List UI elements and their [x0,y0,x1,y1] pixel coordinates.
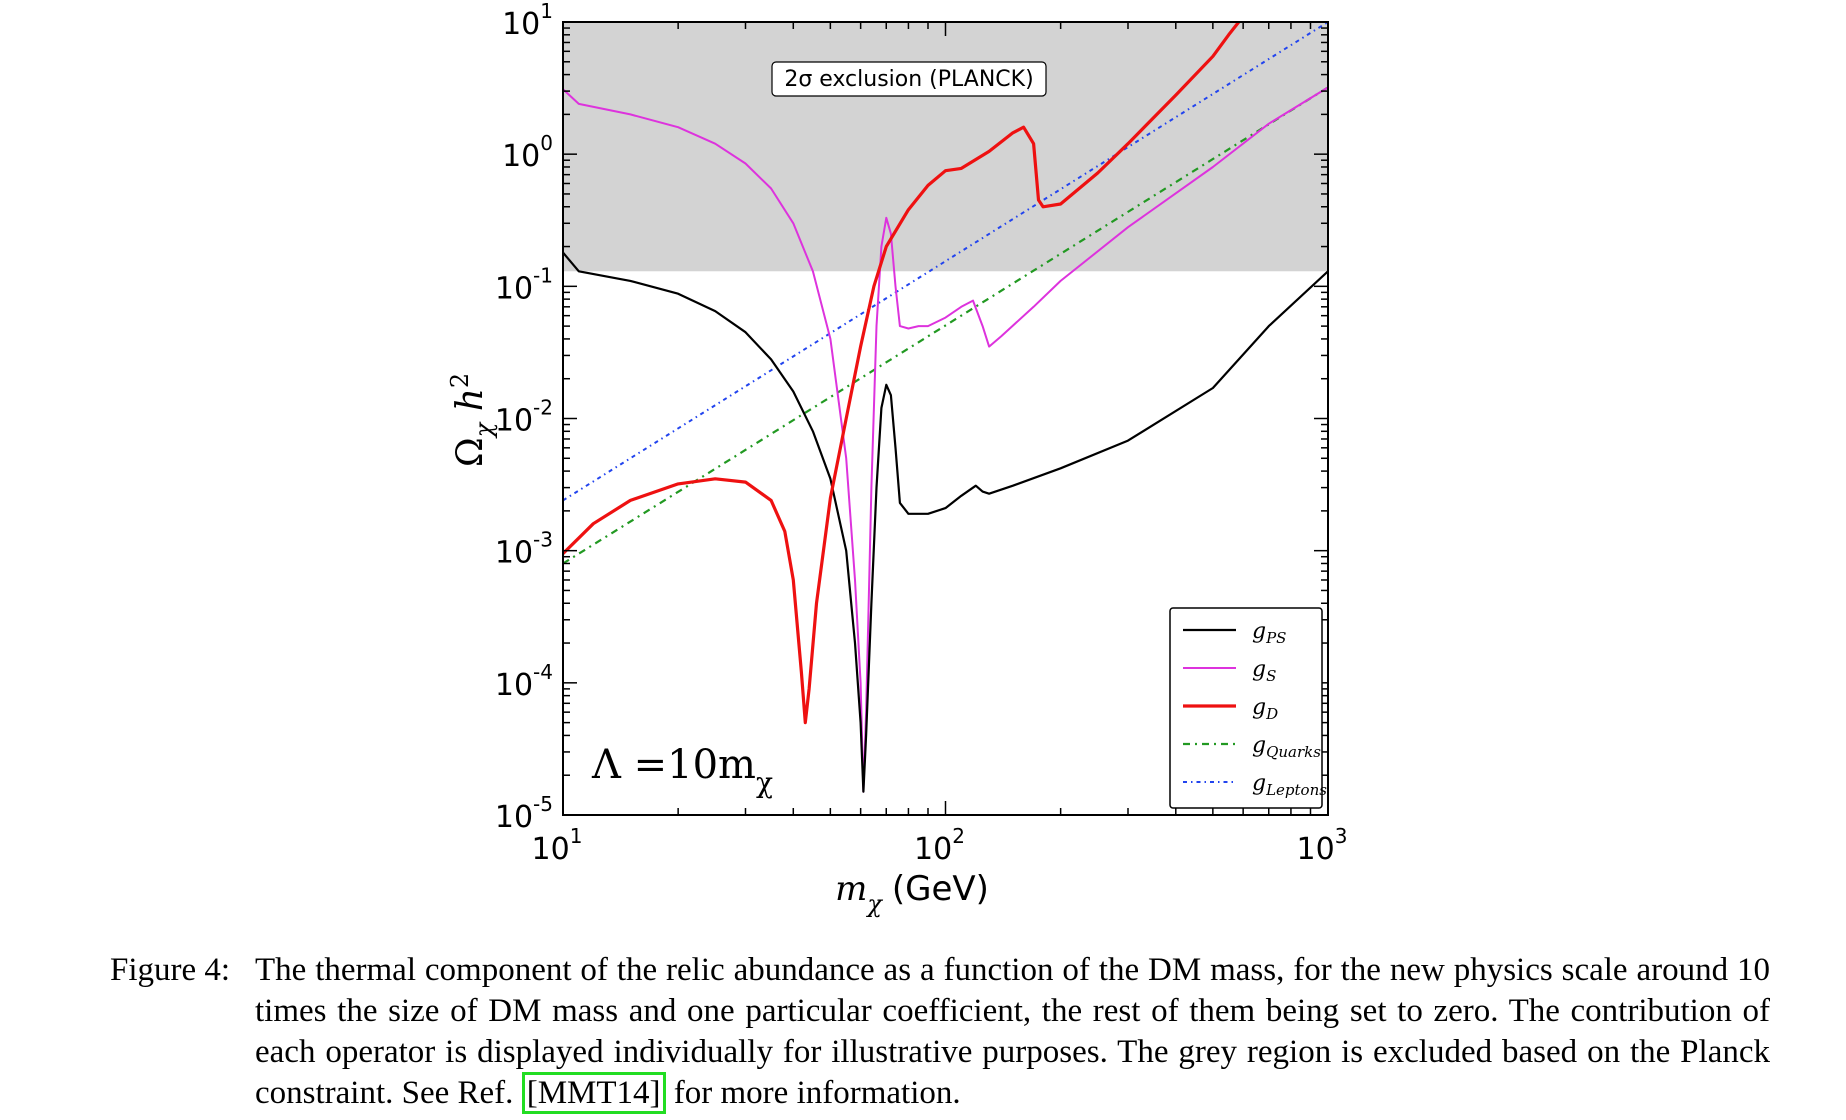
legend-label-leptons: gLeptons [1252,771,1327,799]
legend: gPS gS gD gQuarks gLeptons [1169,607,1327,809]
legend-label-quarks: gQuarks [1252,733,1321,761]
tick-layer: 101 102 103 101 100 10-1 10-2 10-3 10-4 10-5 [495,0,1348,867]
series-line-quarks [563,86,1328,565]
caption-text: The thermal component of the relic abund… [255,952,1770,1111]
series-line-s [563,86,1328,793]
legend-label-d: gD [1252,695,1278,723]
series-layer [563,22,1328,793]
series-line-d [563,22,1241,725]
y-axis-label: Ωχ h2 [446,373,498,467]
legend-label-s: gS [1252,657,1276,685]
x-axis-label: mχ (GeV) [835,869,989,918]
x-tick-label: 103 [1297,824,1348,867]
y-tick-label: 10-1 [495,263,553,306]
caption-body: The thermal component of the relic abund… [255,950,1770,1114]
x-tick-label: 101 [532,824,583,867]
exclusion-label-text: 2σ exclusion (PLANCK) [784,67,1033,92]
y-tick-label: 100 [502,131,553,174]
caption-label: Figure 4: [110,952,231,988]
y-tick-label: 10-5 [495,792,553,835]
lambda-annotation: Λ =10mχ [591,742,773,799]
x-tick-label: 102 [914,824,965,867]
figure-caption: Figure 4: The thermal component of the r… [110,950,1770,1114]
relic-abundance-chart: 101 102 103 101 100 10-1 10-2 10-3 10-4 10-5 2σ e… [446,0,1348,918]
exclusion-region [563,22,1328,272]
series-line-leptons [563,22,1328,502]
exclusion-label: 2σ exclusion (PLANCK) [771,61,1047,97]
y-tick-label: 101 [502,0,553,42]
y-tick-label: 10-2 [495,396,553,439]
y-tick-label: 10-4 [495,660,553,703]
y-tick-label: 10-3 [495,528,553,571]
series-line-ps [563,251,1328,793]
citation-link[interactable]: [MMT14] [521,1072,666,1114]
caption-text-end: for more information. [665,1075,961,1111]
legend-label-ps: gPS [1252,619,1286,647]
